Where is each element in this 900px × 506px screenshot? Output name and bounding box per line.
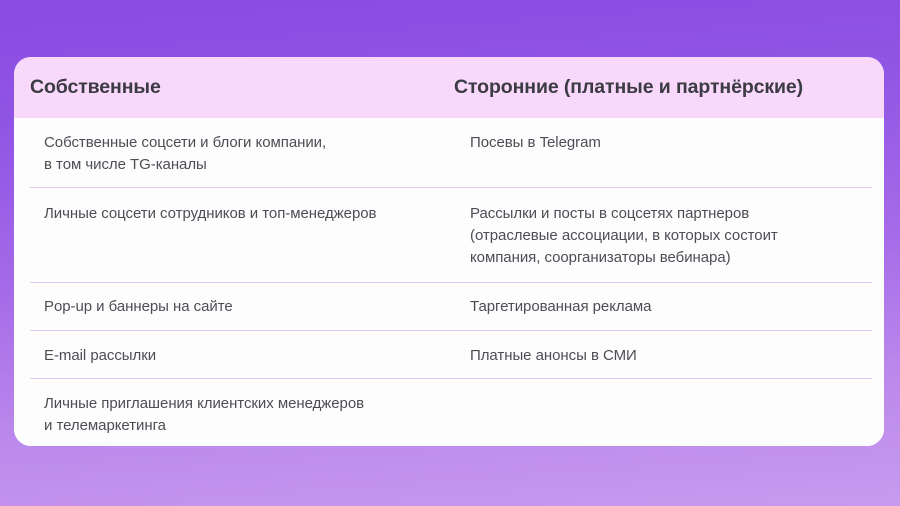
column-header-own: Собственные	[30, 76, 161, 98]
table-cell-own-5: Личные приглашения клиентских менеджеров…	[44, 395, 365, 434]
table-divider-2	[30, 282, 872, 283]
table-cell-third-party-2: Рассылки и посты в соцсетях партнеров (о…	[470, 205, 778, 266]
table-grid: Собственные соцсети и блоги компании, в …	[30, 118, 872, 446]
table-cell-third-party-1: Посевы в Telegram	[470, 134, 601, 151]
table-cell-own-4: E-mail рассылки	[44, 347, 157, 364]
table-divider-4	[30, 378, 872, 379]
table-cell-own-1: Собственные соцсети и блоги компании, в …	[44, 134, 327, 173]
table-divider-3	[30, 330, 872, 331]
comparison-table-card: Собственные Сторонние (платные и партнёр…	[14, 57, 884, 446]
table-header-row: Собственные Сторонние (платные и партнёр…	[14, 57, 884, 118]
table-cell-third-party-3: Таргетированная реклама	[470, 298, 652, 315]
column-header-third-party: Сторонние (платные и партнёрские)	[454, 76, 804, 98]
table-cell-own-3: Pop-up и баннеры на сайте	[44, 298, 233, 315]
table-body: Собственные соцсети и блоги компании, в …	[14, 118, 884, 446]
table-cell-own-2: Личные соцсети сотрудников и топ-менедже…	[44, 205, 377, 222]
table-divider-1	[30, 187, 872, 188]
table-cell-third-party-4: Платные анонсы в СМИ	[470, 347, 637, 364]
